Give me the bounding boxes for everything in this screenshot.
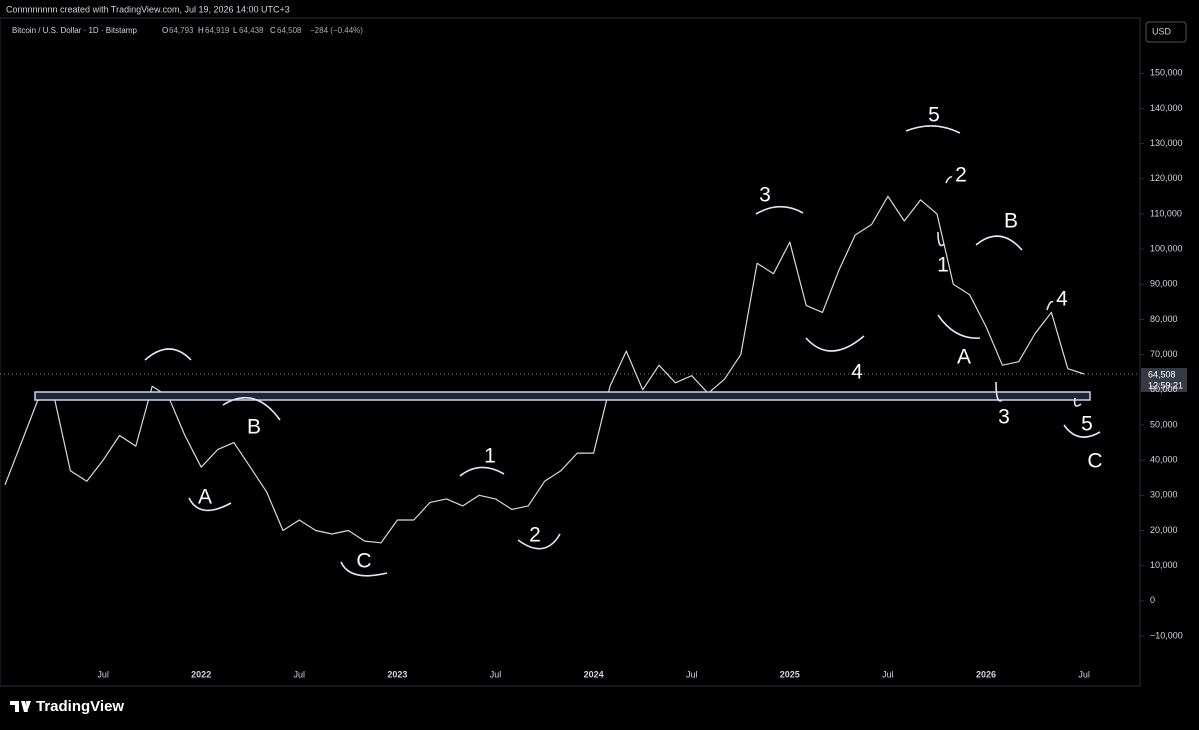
- y-tick-label: 20,000: [1150, 525, 1178, 535]
- y-tick-label: 80,000: [1150, 314, 1178, 324]
- arc: [144, 348, 192, 361]
- wave-label: 3: [998, 406, 1010, 429]
- y-tick-label: 110,000: [1150, 208, 1182, 218]
- y-tick-label: 100,000: [1150, 243, 1183, 253]
- y-tick-label: 130,000: [1150, 138, 1183, 148]
- x-tick-label: Jul: [490, 669, 502, 679]
- ohlc-value: 64,793: [169, 26, 194, 35]
- y-tick-label: 70,000: [1150, 349, 1178, 359]
- wave-label: C: [1087, 450, 1102, 473]
- y-tick-label: 150,000: [1150, 68, 1183, 78]
- x-tick-label: 2024: [584, 669, 604, 679]
- ohlc-key: H: [198, 26, 204, 35]
- price-line: [4, 195, 1085, 544]
- wave-label: A: [957, 346, 971, 369]
- wave-labels: 5 2 3 B 1 4 A 4 3 5 C B A 1 2 C: [198, 104, 1103, 573]
- symbol: Bitcoin / U.S. Dollar · 1D · Bitstamp: [12, 26, 137, 35]
- x-tick-label: 2023: [387, 669, 407, 679]
- ohlc-value: 64,508: [277, 26, 302, 35]
- arc: [1063, 424, 1101, 438]
- ohlc-key: C: [270, 26, 276, 35]
- arc: [975, 235, 1023, 251]
- wave-label: 4: [851, 361, 863, 384]
- x-tick-label: Jul: [686, 669, 698, 679]
- arc: [340, 561, 388, 577]
- y-tick-label: 140,000: [1150, 103, 1183, 113]
- arc: [945, 176, 953, 184]
- ohlc-key: L: [233, 26, 238, 35]
- arc: [222, 396, 281, 421]
- wave-label: 2: [529, 524, 541, 547]
- arc: [1073, 397, 1082, 407]
- change: −284 (−0.44%): [310, 26, 363, 35]
- x-tick-label: 2025: [780, 669, 800, 679]
- wave-label: 1: [484, 445, 496, 468]
- wave-label: A: [198, 486, 212, 509]
- support-zone: [34, 391, 1091, 401]
- y-tick-label: 120,000: [1150, 173, 1183, 183]
- arc: [459, 466, 505, 477]
- brand: TradingView: [36, 698, 124, 715]
- ohlc-value: 64,919: [205, 26, 230, 35]
- y-tick-label: −10,000: [1150, 630, 1183, 640]
- arc: [937, 231, 945, 247]
- arc: [937, 314, 981, 339]
- y-tick-label: 50,000: [1150, 419, 1178, 429]
- ohlc-key: O: [162, 26, 168, 35]
- wave-label: 5: [928, 104, 940, 127]
- wave-label: B: [1004, 210, 1018, 233]
- wave-label: 4: [1056, 288, 1068, 311]
- arc: [995, 381, 1003, 402]
- countdown: 12:59:21: [1148, 380, 1183, 390]
- y-tick-label: 30,000: [1150, 490, 1178, 500]
- ohlc-value: 64,438: [239, 26, 264, 35]
- x-tick-label: 2022: [191, 669, 211, 679]
- credit: Connnnnnnn created with TradingView.com,…: [6, 4, 290, 14]
- x-tick-label: Jul: [97, 669, 109, 679]
- last-price: 64,508: [1148, 369, 1176, 379]
- wave-label: 2: [955, 164, 967, 187]
- y-tick-label: 10,000: [1150, 560, 1178, 570]
- footer: TradingView: [10, 698, 124, 715]
- logo: [10, 701, 31, 712]
- arc: [188, 497, 232, 512]
- x-tick-label: Jul: [294, 669, 306, 679]
- x-tick-label: 2026: [976, 669, 996, 679]
- y-tick-label: 0: [1150, 595, 1155, 605]
- y-tick-label: 60,000: [1150, 384, 1178, 394]
- arc: [517, 533, 561, 550]
- arc: [1046, 300, 1054, 311]
- wave-label: 1: [937, 254, 949, 277]
- wave-label: 3: [759, 184, 771, 207]
- wave-label: B: [247, 416, 261, 439]
- arc: [755, 205, 804, 215]
- x-tick-label: Jul: [1078, 669, 1090, 679]
- ohlc: O 64,793 H 64,919 L 64,438 C 64,508 −284…: [162, 26, 363, 35]
- arc: [805, 335, 865, 352]
- wave-label: 5: [1081, 413, 1093, 436]
- last-price-box: [1141, 368, 1187, 392]
- currency: USD: [1152, 26, 1172, 36]
- x-tick-label: Jul: [882, 669, 894, 679]
- y-tick-label: 40,000: [1150, 455, 1178, 465]
- y-tick-label: 90,000: [1150, 279, 1178, 289]
- arc: [905, 125, 961, 134]
- wave-arcs: [144, 125, 1101, 577]
- wave-label: C: [356, 550, 371, 573]
- currency-box[interactable]: [1145, 21, 1187, 43]
